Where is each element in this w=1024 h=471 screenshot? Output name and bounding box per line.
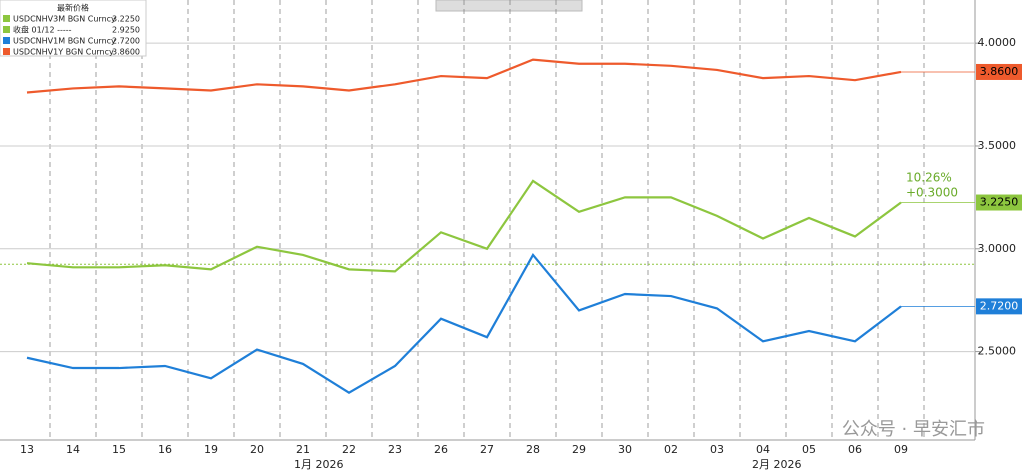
x-tick-label: 03 [710, 443, 724, 456]
last-value-box [976, 298, 1022, 315]
legend-value: 2.9250 [112, 26, 140, 35]
x-tick-label: 22 [342, 443, 356, 456]
legend-title: 最新价格 [57, 3, 89, 13]
legend-value: 2.7200 [112, 37, 140, 46]
legend-swatch [3, 37, 10, 44]
annotation: 10.26% [906, 171, 952, 185]
legend-value: 3.8600 [112, 48, 140, 57]
legend-swatch [3, 48, 10, 55]
month-label: 1月 2026 [294, 458, 344, 471]
y-tick-label: 3.0000 [978, 242, 1017, 255]
y-tick-label: 2.5000 [978, 345, 1017, 358]
legend-swatch [3, 26, 10, 33]
x-tick-label: 14 [66, 443, 80, 456]
y-tick-label: 3.5000 [978, 139, 1017, 152]
legend-box [0, 0, 147, 57]
legend-label: USDCNHV3M BGN Curncy [13, 15, 116, 24]
legend-value: 3.2250 [112, 15, 140, 24]
toolbar[interactable] [435, 0, 583, 12]
x-tick-label: 04 [756, 443, 770, 456]
last-value-box [976, 63, 1022, 80]
x-tick-label: 29 [572, 443, 586, 456]
last-value-label: 3.8600 [980, 65, 1019, 78]
x-tick-label: 27 [480, 443, 494, 456]
x-tick-label: 13 [20, 443, 34, 456]
x-tick-label: 05 [802, 443, 816, 456]
x-tick-label: 15 [112, 443, 126, 456]
series-line [26, 179, 902, 273]
legend-label: USDCNHV1M BGN Curncy [13, 37, 116, 46]
last-value-label: 3.2250 [980, 196, 1019, 209]
x-tick-label: 23 [388, 443, 402, 456]
x-tick-label: 28 [526, 443, 540, 456]
series-line [26, 58, 902, 94]
month-label: 2月 2026 [752, 458, 802, 471]
x-tick-label: 19 [204, 443, 218, 456]
x-tick-label: 02 [664, 443, 678, 456]
x-tick-label: 26 [434, 443, 448, 456]
x-tick-label: 21 [296, 443, 310, 456]
last-value-label: 2.7200 [980, 299, 1019, 312]
series-line [26, 253, 902, 394]
watermark: 公众号 · 早安汇市 [842, 419, 985, 440]
legend-label: 收盘 01/12 ----- [13, 25, 72, 35]
x-tick-label: 20 [250, 443, 264, 456]
x-tick-label: 09 [894, 443, 908, 456]
x-tick-label: 16 [158, 443, 172, 456]
last-value-box [976, 194, 1022, 211]
annotation: +0.3000 [906, 186, 958, 200]
x-tick-label: 06 [848, 443, 862, 456]
x-tick-label: 30 [618, 443, 632, 456]
y-tick-label: 4.0000 [978, 36, 1017, 49]
legend-swatch [3, 15, 10, 22]
legend-label: USDCNHV1Y BGN Curncy [13, 48, 114, 57]
